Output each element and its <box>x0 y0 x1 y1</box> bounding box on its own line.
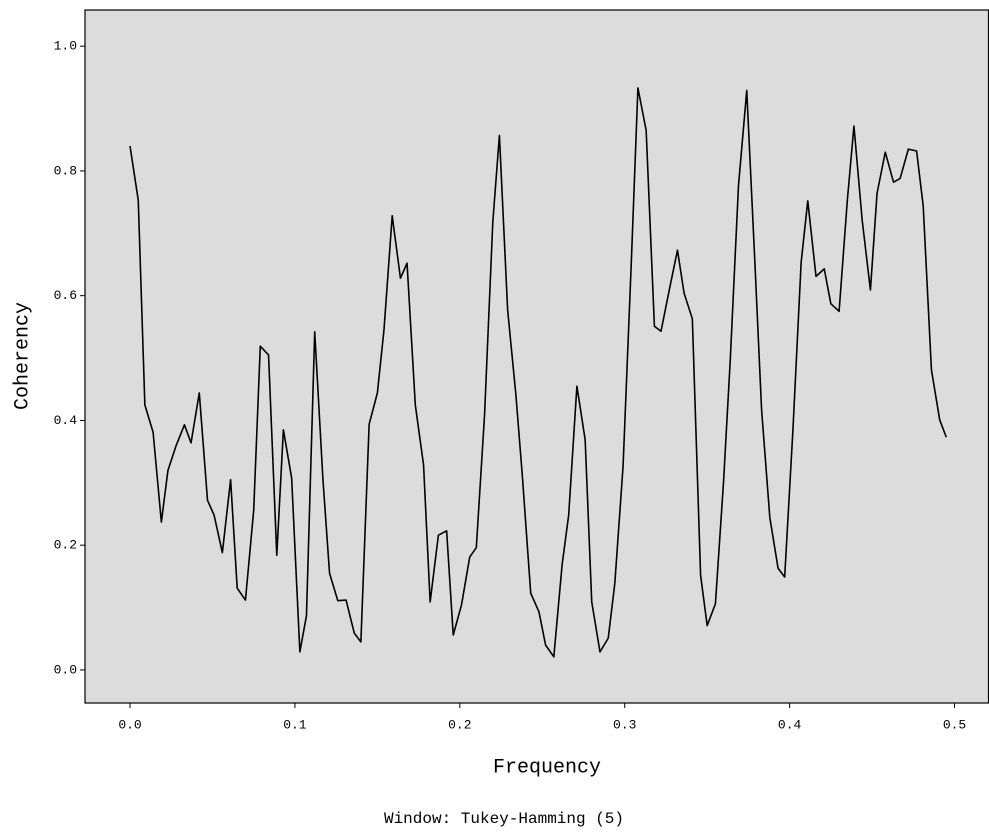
footnote: Window: Tukey-Hamming (5) <box>384 810 624 828</box>
y-tick-label: 0.0 <box>54 662 77 677</box>
y-tick-label: 0.8 <box>54 163 77 178</box>
x-tick-label: 0.0 <box>118 717 141 732</box>
y-tick-label: 0.4 <box>54 413 78 428</box>
x-tick-label: 0.4 <box>778 717 802 732</box>
y-tick-label: 0.2 <box>54 538 77 553</box>
line <box>129 87 948 658</box>
x-tick-label: 0.3 <box>613 717 636 732</box>
plot-area <box>84 9 989 704</box>
x-axis-title: Frequency <box>493 756 601 779</box>
y-axis-title: Coherency <box>11 302 34 410</box>
x-tick-label: 0.1 <box>283 717 307 732</box>
x-tick-label: 0.5 <box>943 717 966 732</box>
y-tick-label: 1.0 <box>54 39 77 54</box>
y-tick-label: 0.6 <box>54 288 77 303</box>
x-tick-label: 0.2 <box>448 717 471 732</box>
